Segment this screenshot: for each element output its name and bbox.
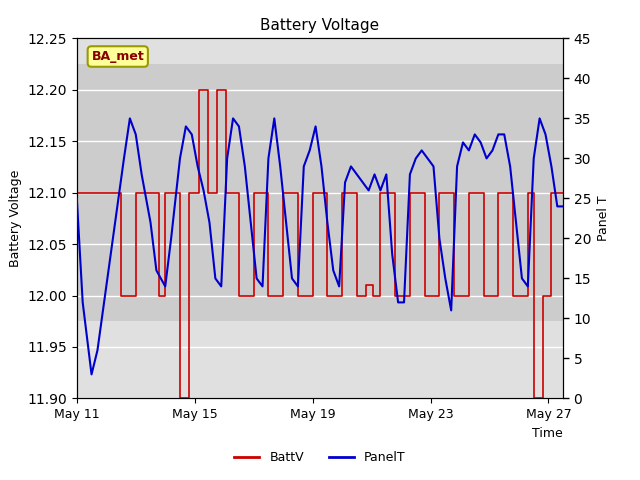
Legend: BattV, PanelT: BattV, PanelT — [229, 446, 411, 469]
Text: BA_met: BA_met — [92, 50, 144, 63]
Y-axis label: Battery Voltage: Battery Voltage — [9, 170, 22, 267]
X-axis label: Time: Time — [532, 427, 563, 440]
Y-axis label: Panel T: Panel T — [596, 195, 610, 241]
Title: Battery Voltage: Battery Voltage — [260, 18, 380, 33]
Bar — [77, 64, 563, 321]
